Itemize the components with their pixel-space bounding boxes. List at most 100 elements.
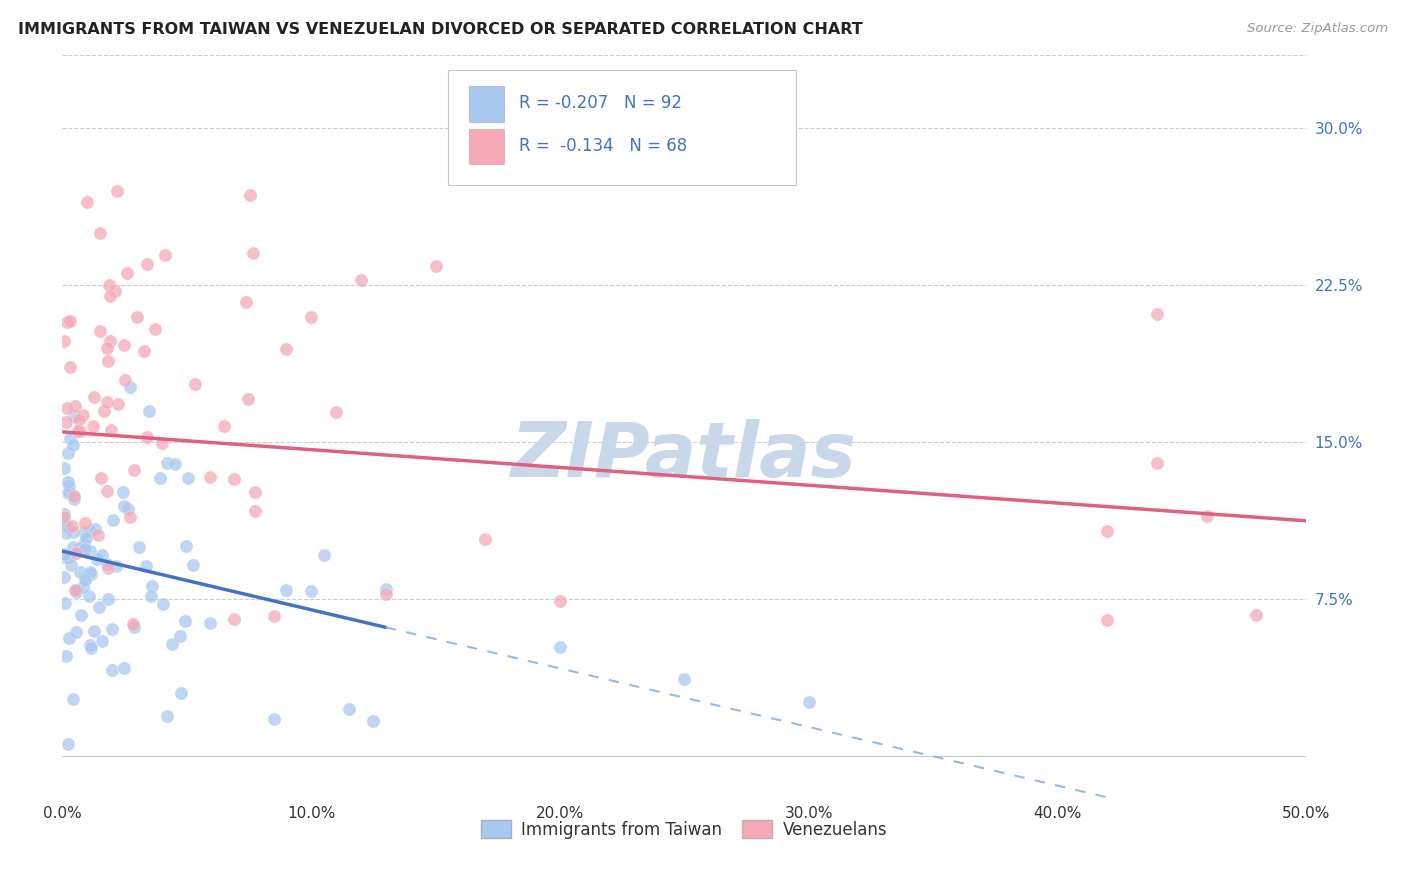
Point (176, 539, 198, 553)
Point (62, 524, 84, 539)
Point (83, 390, 105, 404)
Point (114, 373, 136, 387)
Point (1095, 524, 1118, 539)
Point (65, 582, 87, 597)
Point (548, 594, 571, 608)
Text: IMMIGRANTS FROM TAIWAN VS VENEZUELAN DIVORCED OR SEPARATED CORRELATION CHART: IMMIGRANTS FROM TAIWAN VS VENEZUELAN DIV… (18, 22, 863, 37)
Point (58, 551, 80, 566)
Point (263, 608, 285, 623)
Point (55, 648, 77, 663)
Point (58, 632, 80, 646)
Point (122, 463, 145, 477)
Point (79, 524, 101, 538)
Point (89, 324, 111, 338)
Point (58, 738, 80, 752)
Point (111, 484, 134, 499)
Point (112, 338, 135, 352)
Point (73, 525, 96, 540)
Point (90, 634, 112, 648)
Point (86, 552, 108, 566)
Point (212, 419, 235, 434)
Point (198, 470, 221, 484)
Point (55, 416, 77, 430)
Point (107, 397, 129, 411)
Point (52, 334, 75, 348)
Point (173, 615, 195, 629)
Point (1095, 613, 1118, 627)
FancyBboxPatch shape (449, 70, 796, 186)
Point (163, 457, 186, 471)
Point (80, 566, 103, 581)
Point (96, 483, 118, 498)
Point (169, 629, 191, 643)
Point (245, 504, 267, 518)
Point (59, 431, 82, 445)
Point (363, 714, 385, 728)
Point (143, 322, 166, 336)
Point (96, 557, 118, 571)
Point (263, 712, 285, 726)
Point (53, 547, 76, 561)
Point (1195, 508, 1218, 523)
Point (89, 226, 111, 240)
Point (79, 565, 101, 579)
Point (118, 510, 141, 524)
Point (239, 188, 262, 202)
Point (98, 277, 121, 292)
Point (104, 284, 127, 298)
Point (222, 612, 245, 626)
Point (56, 486, 79, 500)
Point (59, 359, 82, 374)
Point (63, 399, 86, 413)
Point (122, 617, 145, 632)
Text: Source: ZipAtlas.com: Source: ZipAtlas.com (1247, 22, 1388, 36)
Point (141, 579, 163, 593)
Legend: Immigrants from Taiwan, Venezuelans: Immigrants from Taiwan, Venezuelans (475, 814, 894, 846)
Point (112, 661, 135, 675)
Point (548, 640, 571, 654)
Point (56, 475, 79, 489)
Point (474, 532, 496, 546)
Point (243, 485, 266, 500)
Point (135, 257, 157, 271)
Point (160, 637, 183, 651)
Point (276, 583, 298, 598)
Point (60, 558, 83, 573)
Point (58, 478, 80, 492)
Point (100, 423, 122, 437)
Point (83, 624, 105, 639)
Point (73, 516, 96, 530)
Point (135, 559, 157, 574)
Point (374, 587, 396, 601)
Point (117, 266, 139, 280)
Point (62, 409, 84, 423)
Text: ZIPatlas: ZIPatlas (512, 419, 858, 493)
Point (82, 418, 104, 433)
Point (52, 460, 75, 475)
Point (149, 471, 172, 485)
Point (198, 615, 221, 630)
Point (52, 569, 75, 583)
Point (63, 491, 86, 506)
Point (97, 591, 120, 606)
FancyBboxPatch shape (470, 128, 503, 164)
Point (98, 334, 121, 348)
Point (63, 582, 86, 597)
Point (79, 638, 101, 652)
Point (337, 702, 360, 716)
Point (67, 541, 90, 556)
Point (103, 513, 125, 527)
Point (69, 424, 91, 438)
Point (350, 273, 373, 287)
Point (150, 436, 173, 450)
Point (76, 194, 98, 209)
Point (73, 536, 96, 550)
Point (73, 571, 96, 585)
Point (59, 314, 82, 328)
Point (112, 499, 135, 513)
Point (72, 408, 94, 422)
Point (122, 620, 145, 634)
Point (181, 558, 204, 573)
Point (91, 549, 114, 563)
Text: R = -0.207   N = 92: R = -0.207 N = 92 (519, 95, 682, 112)
